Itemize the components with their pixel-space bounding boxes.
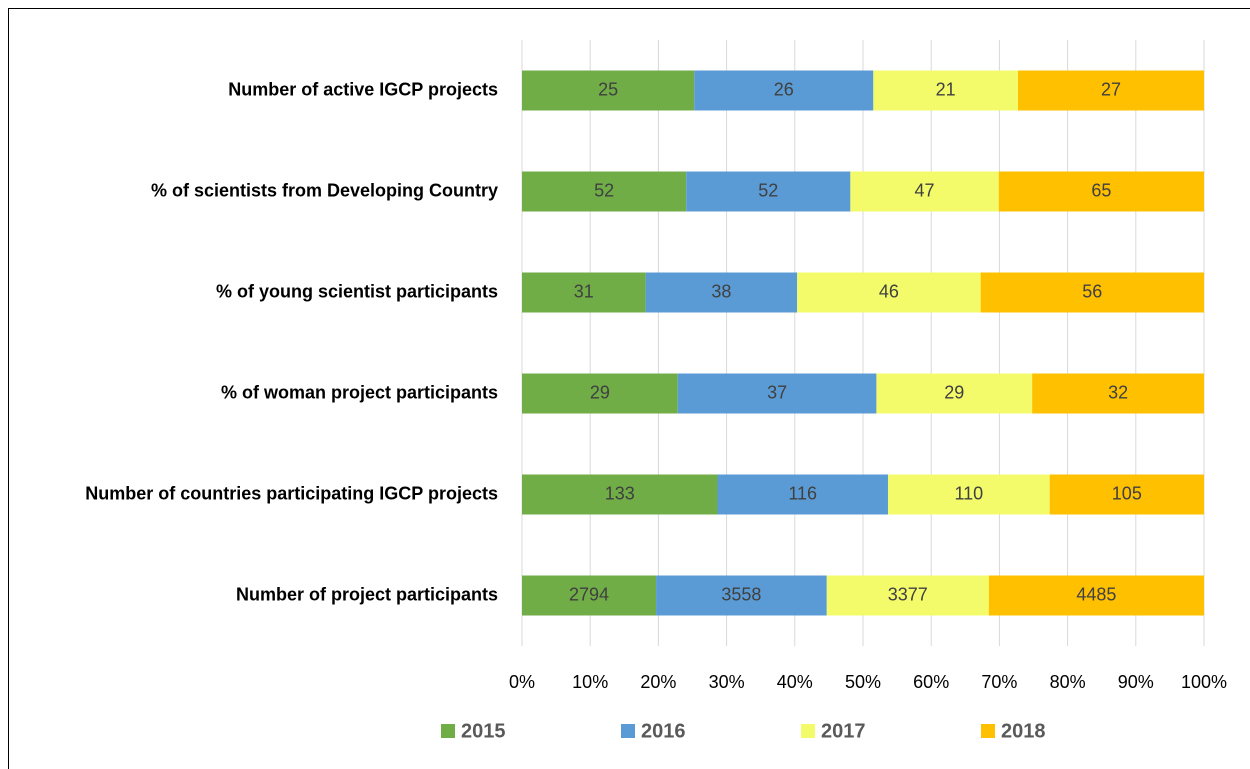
x-tick-label: 10% xyxy=(572,672,608,692)
bar-segment xyxy=(797,272,981,313)
bar-segment xyxy=(645,272,798,313)
data-label: 29 xyxy=(944,382,964,402)
bar-segment xyxy=(850,171,999,212)
x-tick-label: 40% xyxy=(777,672,813,692)
x-tick-label: 50% xyxy=(845,672,881,692)
x-tick-label: 70% xyxy=(981,672,1017,692)
data-label: 3377 xyxy=(888,584,928,604)
bar-segment xyxy=(876,373,1033,414)
data-label: 52 xyxy=(594,180,614,200)
data-label: 2794 xyxy=(569,584,609,604)
legend-label: 2016 xyxy=(641,720,686,742)
category-label: Number of countries participating IGCP p… xyxy=(85,483,498,503)
category-label: Number of project participants xyxy=(236,584,498,604)
bar-segment xyxy=(826,575,989,616)
data-label: 105 xyxy=(1112,483,1142,503)
data-label: 4485 xyxy=(1076,584,1116,604)
data-label: 32 xyxy=(1108,382,1128,402)
bar-segment xyxy=(1032,373,1204,414)
bar-segment xyxy=(686,171,851,212)
x-tick-label: 80% xyxy=(1050,672,1086,692)
bar-segment xyxy=(522,171,687,212)
bar-segment xyxy=(988,575,1204,616)
data-label: 110 xyxy=(954,483,983,503)
x-tick-label: 0% xyxy=(509,672,535,692)
data-label: 52 xyxy=(758,180,778,200)
x-tick-label: 90% xyxy=(1118,672,1154,692)
data-label: 116 xyxy=(788,483,817,503)
bar-segment xyxy=(522,70,695,111)
data-label: 31 xyxy=(574,281,594,301)
legend-label: 2018 xyxy=(1001,720,1046,742)
bar-segment xyxy=(522,272,646,313)
data-label: 26 xyxy=(774,79,794,99)
bar-segment xyxy=(887,474,1050,515)
x-tick-label: 100% xyxy=(1181,672,1227,692)
bar-segment xyxy=(873,70,1018,111)
data-label: 38 xyxy=(711,281,731,301)
data-label: 27 xyxy=(1101,79,1121,99)
bar-segment xyxy=(1018,70,1204,111)
bar-segment xyxy=(522,373,678,414)
bar-segment xyxy=(694,70,874,111)
data-label: 47 xyxy=(915,180,935,200)
data-label: 46 xyxy=(879,281,899,301)
x-tick-label: 60% xyxy=(913,672,949,692)
x-tick-label: 20% xyxy=(640,672,676,692)
bar-segment xyxy=(717,474,888,515)
legend-label: 2015 xyxy=(461,720,506,742)
bar-segment xyxy=(522,474,718,515)
x-tick-label: 30% xyxy=(709,672,745,692)
bar-segment xyxy=(1049,474,1204,515)
category-label: % of scientists from Developing Country xyxy=(151,180,498,200)
bar-segment xyxy=(998,171,1204,212)
data-label: 133 xyxy=(605,483,635,503)
legend-label: 2017 xyxy=(821,720,866,742)
data-label: 37 xyxy=(767,382,787,402)
bar-segment xyxy=(656,575,827,616)
data-label: 29 xyxy=(590,382,610,402)
legend-swatch xyxy=(801,724,815,738)
bar-segment xyxy=(677,373,877,414)
bar-segment xyxy=(980,272,1204,313)
legend-swatch xyxy=(441,724,455,738)
category-label: Number of active IGCP projects xyxy=(228,79,498,99)
data-label: 3558 xyxy=(721,584,761,604)
data-label: 21 xyxy=(936,79,956,99)
category-label: % of young scientist participants xyxy=(216,281,498,301)
data-label: 56 xyxy=(1082,281,1102,301)
legend-swatch xyxy=(621,724,635,738)
bar-segment xyxy=(522,575,657,616)
category-label: % of woman project participants xyxy=(221,382,498,402)
legend-swatch xyxy=(981,724,995,738)
data-label: 25 xyxy=(598,79,618,99)
data-label: 65 xyxy=(1091,180,1111,200)
